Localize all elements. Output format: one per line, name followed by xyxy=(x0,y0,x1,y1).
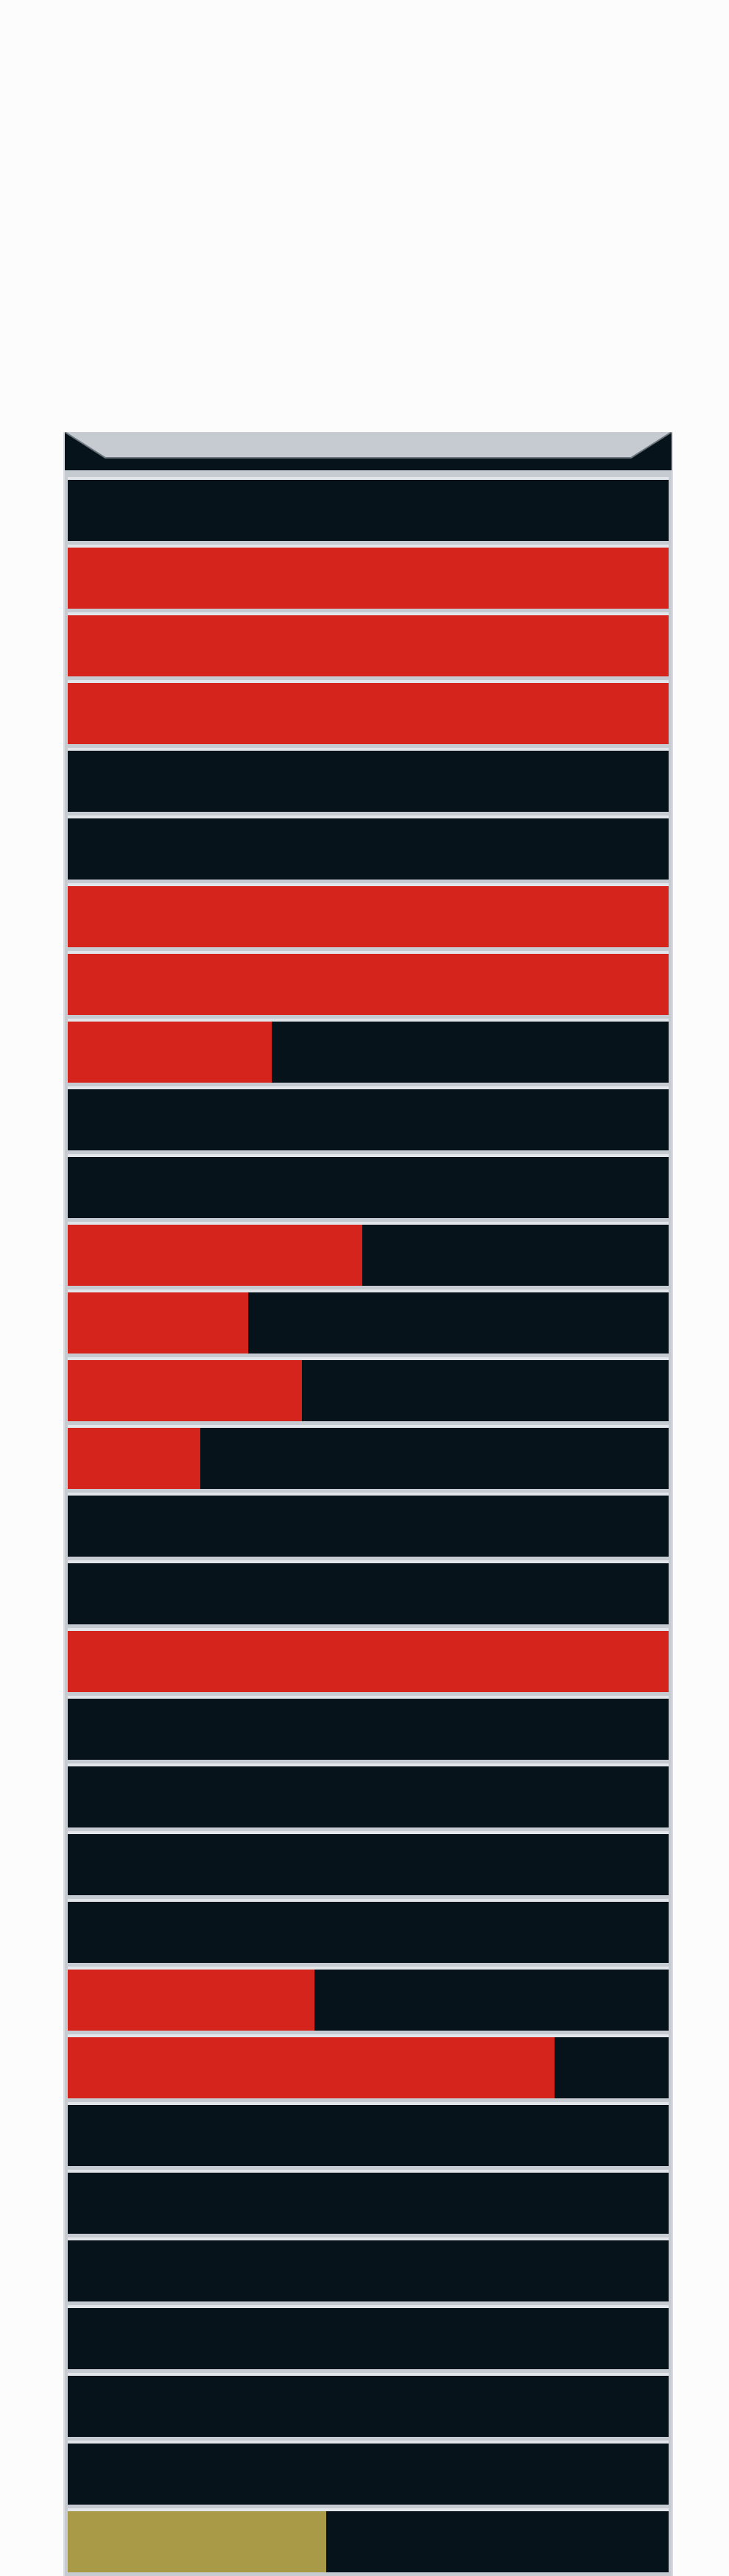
bar-row xyxy=(68,1019,669,1083)
bar-row xyxy=(68,1899,669,1963)
bar-row xyxy=(68,951,669,1015)
bar-row xyxy=(68,2373,669,2437)
bar-row xyxy=(68,2237,669,2301)
bar-row xyxy=(68,883,669,947)
bar-row xyxy=(68,1560,669,1624)
bar-fill xyxy=(68,683,669,744)
bar-row xyxy=(68,1831,669,1895)
bar-fill xyxy=(68,548,669,609)
bar-row xyxy=(68,1289,669,1354)
bar-row xyxy=(68,2170,669,2234)
bar-row xyxy=(68,2441,669,2505)
bar-row xyxy=(68,1086,669,1150)
bar-row xyxy=(68,2102,669,2166)
bar-row xyxy=(68,1493,669,1557)
bar-fill xyxy=(68,2037,554,2098)
bar-row xyxy=(68,1763,669,1827)
bar-panel xyxy=(65,432,672,2576)
panel-top-cap xyxy=(65,432,672,470)
bar-fill xyxy=(68,1428,200,1489)
bar-row xyxy=(68,2508,669,2572)
bar-fill xyxy=(68,1970,314,2031)
bar-fill xyxy=(68,886,669,947)
bar-row xyxy=(68,1696,669,1760)
bar-row xyxy=(68,815,669,880)
bar-row xyxy=(68,545,669,609)
panel-left-edge xyxy=(63,432,65,2576)
bar-fill xyxy=(68,615,669,676)
bar-fill xyxy=(68,1292,248,1354)
bar-row xyxy=(68,2305,669,2369)
bar-fill xyxy=(68,1360,303,1421)
bar-row xyxy=(68,748,669,812)
bar-row xyxy=(68,1222,669,1286)
bar-row xyxy=(68,1357,669,1421)
bar-row xyxy=(68,612,669,676)
bar-fill xyxy=(68,954,669,1015)
bar-row xyxy=(68,1154,669,1218)
bar-list xyxy=(68,477,669,2576)
bar-fill xyxy=(68,1225,362,1286)
bar-row xyxy=(68,477,669,541)
bar-row xyxy=(68,2034,669,2098)
bar-fill xyxy=(68,1022,272,1083)
bar-fill xyxy=(68,2511,326,2572)
bar-fill xyxy=(68,1631,669,1692)
bar-row xyxy=(68,680,669,744)
bar-row xyxy=(68,1628,669,1692)
panel-right-edge xyxy=(672,432,673,2576)
bar-row xyxy=(68,1425,669,1489)
bar-row xyxy=(68,1967,669,2031)
